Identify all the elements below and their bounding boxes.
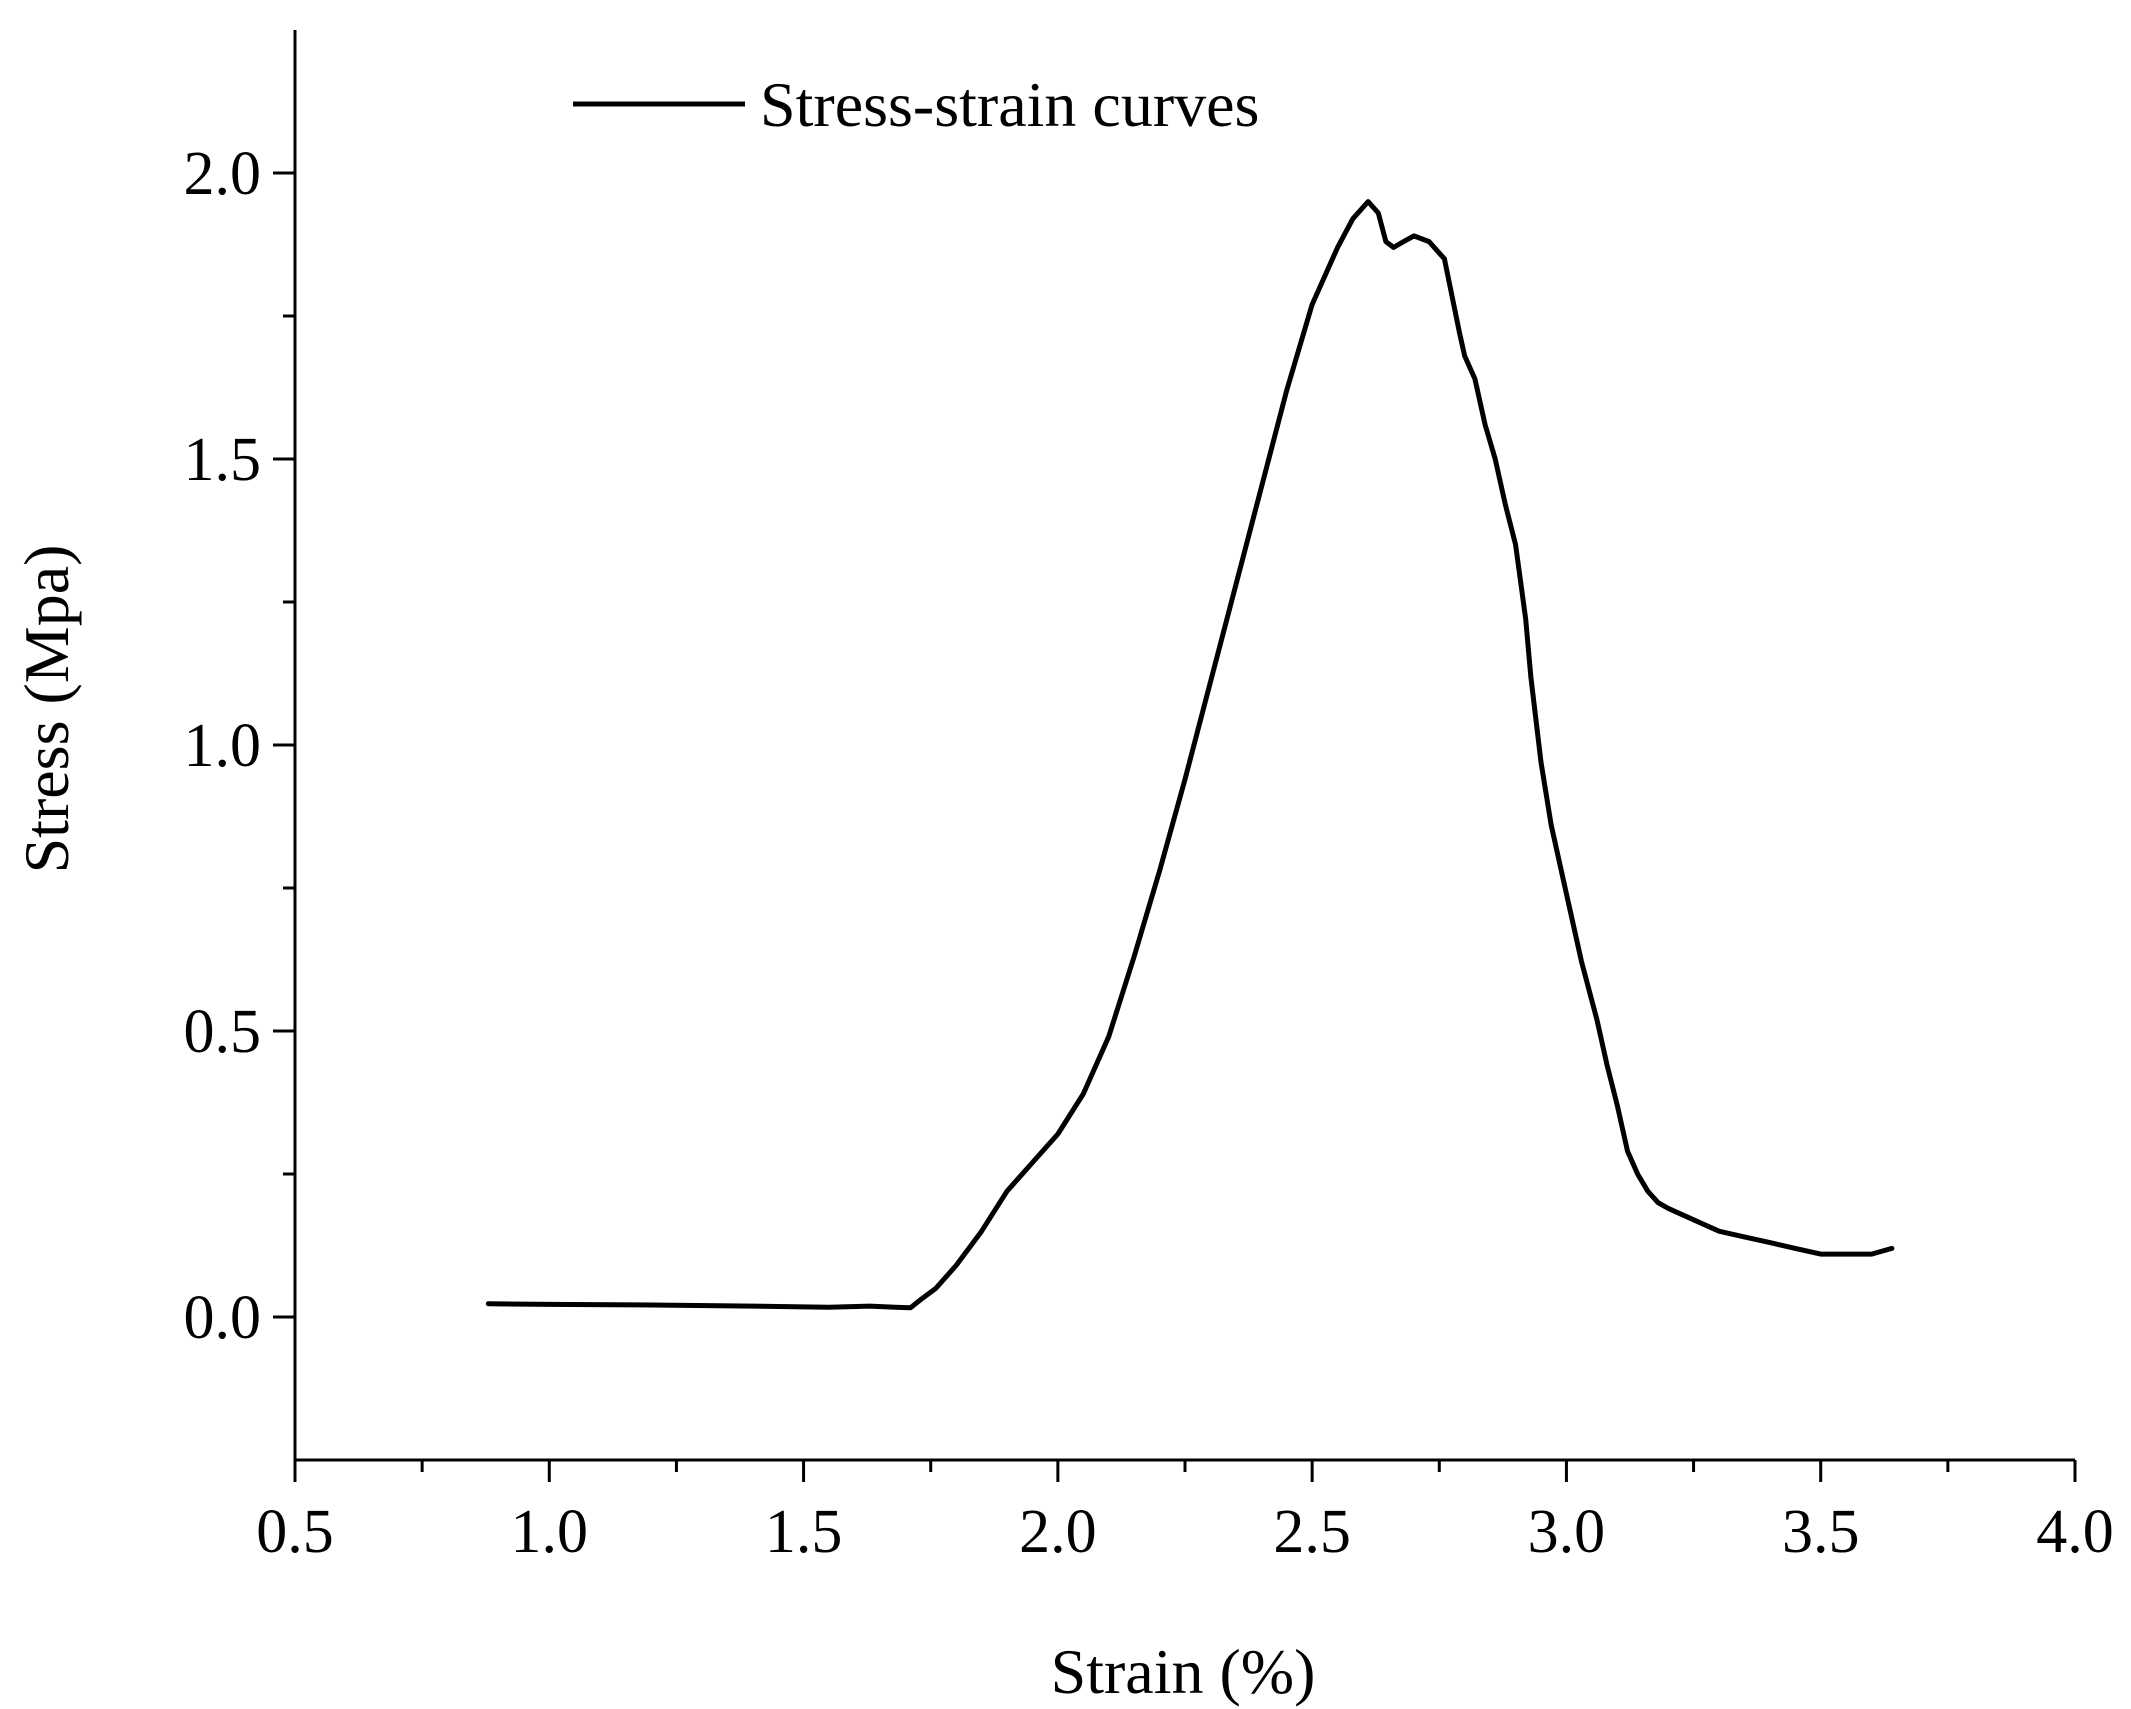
y-tick-label: 1.5 — [184, 426, 262, 494]
x-axis-ticks: 0.5 1.0 1.5 2.0 2.5 3.0 3.5 4.0 — [256, 1460, 2114, 1566]
y-tick-label: 0.0 — [184, 1284, 262, 1352]
series-line — [485, 199, 1895, 1311]
x-tick-label: 0.5 — [256, 1498, 334, 1566]
y-tick-label: 1.0 — [184, 712, 262, 780]
y-axis-ticks: 0.0 0.5 1.0 1.5 2.0 — [184, 140, 295, 1352]
y-tick-label: 2.0 — [184, 140, 262, 208]
series-layer — [485, 199, 1895, 1311]
legend: Stress-strain curves — [573, 69, 1259, 140]
x-tick-label: 4.0 — [2036, 1498, 2114, 1566]
axes: 0.5 1.0 1.5 2.0 2.5 3.0 3.5 4.0 0.0 0.5 1.0 1.5 2.0 — [184, 30, 2114, 1566]
x-tick-label: 2.0 — [1019, 1498, 1097, 1566]
x-tick-label: 1.5 — [765, 1498, 843, 1566]
y-axis-title: Stress (Mpa) — [11, 545, 82, 874]
legend-label: Stress-strain curves — [760, 69, 1259, 140]
x-tick-label: 3.5 — [1782, 1498, 1860, 1566]
x-tick-label: 1.0 — [511, 1498, 589, 1566]
y-tick-label: 0.5 — [184, 998, 262, 1066]
x-tick-label: 2.5 — [1273, 1498, 1351, 1566]
x-tick-label: 3.0 — [1528, 1498, 1606, 1566]
x-axis-title: Strain (%) — [1051, 1636, 1316, 1707]
